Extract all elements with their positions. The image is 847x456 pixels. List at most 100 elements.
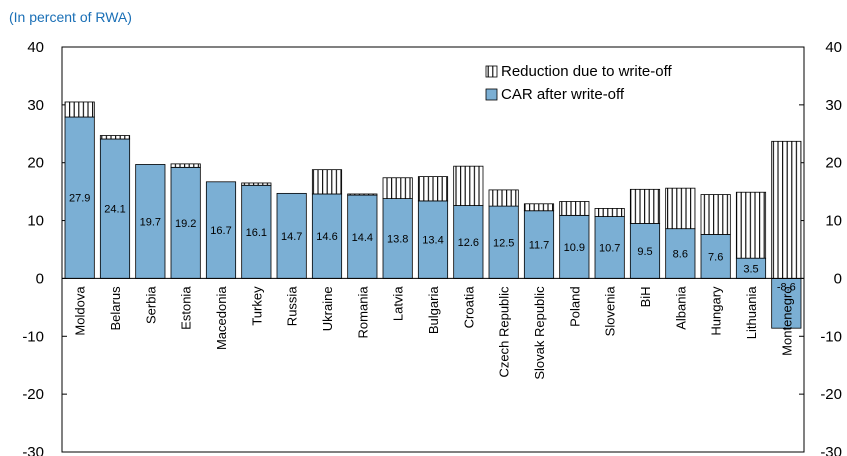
y-tick-label-left: 10 [27, 213, 44, 230]
bar-value-label: 9.5 [637, 246, 652, 258]
x-category-label: Macedonia [214, 286, 229, 350]
bar-value-label: 11.7 [529, 240, 550, 252]
y-tick-label-left: 20 [27, 155, 44, 172]
x-category-label: Moldova [73, 286, 88, 336]
x-category-label: Montenegro [779, 286, 794, 355]
x-category-label: Poland [567, 286, 582, 326]
y-tick-label-left: -10 [22, 328, 44, 345]
bar-reduction-due-to-write-off [417, 176, 449, 202]
bar-reduction-due-to-write-off [735, 191, 767, 259]
bar-car-after-write-off [205, 181, 237, 279]
x-category-label: Ukraine [320, 286, 335, 331]
bar-value-label: 7.6 [708, 251, 723, 263]
bar-value-label: 8.6 [673, 249, 688, 261]
y-tick-label-right: -20 [820, 386, 842, 403]
x-category-label: Serbia [143, 286, 158, 324]
bar-value-label: -8.6 [777, 281, 796, 293]
y-tick-label-left: 0 [36, 270, 44, 287]
bar-car-after-write-off [382, 198, 413, 279]
bar-value-label: 24.1 [104, 204, 125, 216]
bar-value-label: 12.5 [493, 237, 514, 249]
bar-value-label: 3.5 [743, 263, 758, 275]
bar-value-label: 12.6 [458, 237, 479, 249]
bar-car-after-write-off [771, 278, 802, 329]
bar-value-label: 14.7 [281, 231, 302, 243]
bar-reduction-due-to-write-off [311, 169, 343, 195]
bar-reduction-due-to-write-off [64, 101, 95, 118]
bar-car-after-write-off [417, 200, 449, 279]
bar-value-label: 19.7 [140, 216, 161, 228]
bar-car-after-write-off [594, 216, 625, 279]
y-tick-label-right: 20 [825, 155, 842, 172]
x-category-label: Slovak Republic [532, 286, 547, 380]
bar-car-after-write-off [488, 205, 519, 279]
bar-value-label: 13.4 [422, 235, 443, 247]
x-category-label: Russia [285, 286, 300, 327]
y-tick-label-left: 30 [27, 97, 44, 114]
x-category-label: Lithuania [744, 286, 759, 340]
x-category-label: Turkey [249, 286, 264, 326]
bar-car-after-write-off [135, 164, 166, 279]
bar-value-label: 14.6 [316, 231, 337, 243]
bar-reduction-due-to-write-off [665, 187, 696, 230]
bar-reduction-due-to-write-off [523, 203, 555, 212]
bar-reduction-due-to-write-off [241, 182, 272, 186]
x-category-label: Albania [673, 286, 688, 330]
bar-value-label: 27.9 [69, 193, 90, 205]
y-tick-label-right: 0 [834, 270, 842, 287]
plot-frame [61, 46, 805, 453]
bar-car-after-write-off [170, 166, 201, 279]
bar-value-label: 14.4 [352, 232, 373, 244]
x-category-label: BiH [638, 286, 653, 307]
bar-reduction-due-to-write-off [453, 165, 484, 206]
bar-car-after-write-off [665, 228, 696, 279]
bar-reduction-due-to-write-off [99, 135, 131, 140]
x-category-label: Latvia [391, 286, 406, 321]
y-tick-label-left: -30 [22, 444, 44, 456]
y-tick-label-right: 40 [825, 39, 842, 56]
bar-value-label: 19.2 [175, 218, 196, 230]
bar-car-after-write-off [276, 192, 307, 279]
bar-car-after-write-off [700, 234, 731, 279]
x-category-label: Estonia [179, 286, 194, 330]
legend-label-reduction: Reduction due to write-off [501, 63, 672, 80]
bar-car-after-write-off [311, 193, 343, 279]
legend-label-car: CAR after write-off [501, 86, 625, 103]
y-tick-label-right: 30 [825, 97, 842, 114]
bar-reduction-due-to-write-off [559, 201, 590, 216]
legend-swatch-car [485, 88, 498, 101]
bar-reduction-due-to-write-off [771, 140, 802, 279]
bar-value-label: 13.8 [387, 234, 408, 246]
bar-car-after-write-off [523, 210, 555, 279]
bar-reduction-due-to-write-off [594, 208, 625, 217]
bar-car-after-write-off [629, 223, 661, 279]
y-tick-label-left: 40 [27, 39, 44, 56]
bar-reduction-due-to-write-off [347, 193, 378, 196]
x-category-label: Czech Republic [497, 286, 512, 378]
bar-reduction-due-to-write-off [629, 188, 661, 224]
x-category-label: Romania [355, 286, 370, 339]
x-category-label: Belarus [108, 286, 123, 331]
bar-car-after-write-off [99, 138, 131, 279]
y-tick-label-left: -20 [22, 386, 44, 403]
x-category-label: Croatia [461, 286, 476, 329]
bar-value-label: 10.7 [599, 242, 620, 254]
bar-reduction-due-to-write-off [170, 163, 201, 168]
x-category-label: Slovenia [603, 286, 618, 337]
x-category-label: Bulgaria [426, 286, 441, 334]
y-tick-label-right: -30 [820, 444, 842, 456]
bar-value-label: 16.7 [210, 225, 231, 237]
legend-swatch-reduction [485, 65, 498, 78]
y-tick-label-right: -10 [820, 328, 842, 345]
bar-reduction-due-to-write-off [488, 189, 519, 207]
bar-value-label: 10.9 [564, 242, 585, 254]
bar-reduction-due-to-write-off [700, 194, 731, 235]
bar-reduction-due-to-write-off [382, 177, 413, 199]
bar-value-label: 16.1 [246, 227, 267, 239]
x-category-label: Hungary [709, 286, 724, 336]
chart-subtitle: (In percent of RWA) [9, 9, 132, 25]
y-tick-label-right: 10 [825, 213, 842, 230]
bar-car-after-write-off [453, 205, 484, 279]
